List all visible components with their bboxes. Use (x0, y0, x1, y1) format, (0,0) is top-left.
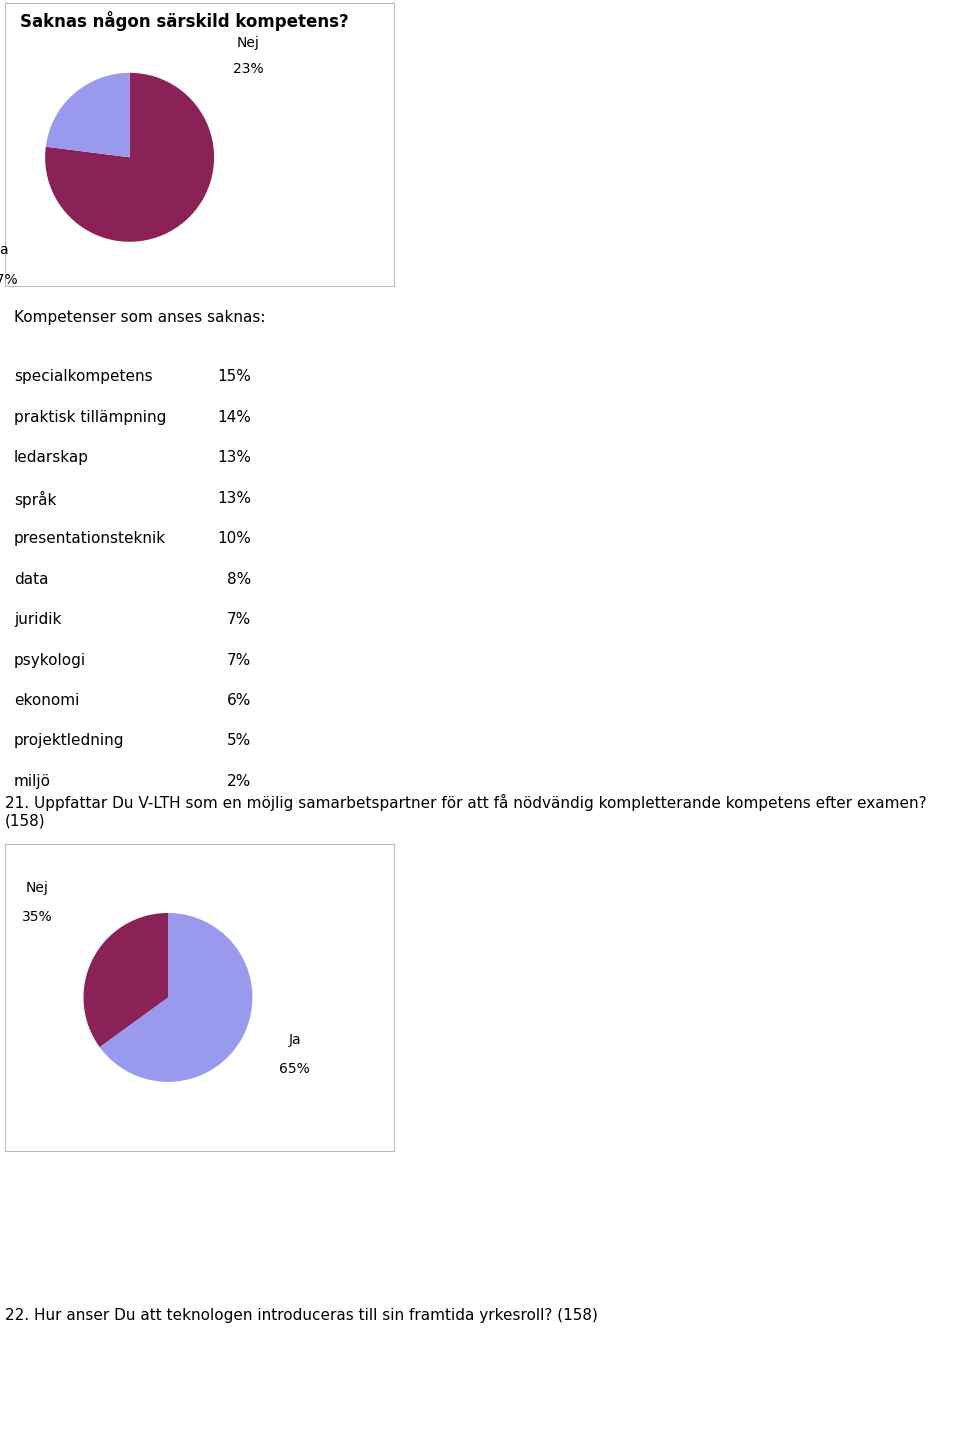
Text: språk: språk (13, 490, 57, 508)
Text: miljö: miljö (13, 774, 51, 789)
Text: 23%: 23% (232, 61, 263, 76)
Text: Nej: Nej (236, 36, 259, 50)
Text: 7%: 7% (227, 652, 252, 668)
Wedge shape (100, 912, 252, 1083)
Text: Ja: Ja (288, 1032, 301, 1047)
Text: 65%: 65% (279, 1062, 310, 1077)
Text: 6%: 6% (227, 694, 252, 708)
Text: 10%: 10% (217, 531, 252, 546)
Text: 15%: 15% (217, 369, 252, 385)
Text: 2%: 2% (227, 774, 252, 789)
Text: data: data (13, 572, 48, 586)
Text: specialkompetens: specialkompetens (13, 369, 153, 385)
Text: Ja: Ja (0, 243, 10, 257)
Text: 13%: 13% (217, 490, 252, 506)
Text: Nej: Nej (26, 881, 49, 895)
Text: 14%: 14% (217, 410, 252, 425)
Text: ekonomi: ekonomi (13, 694, 80, 708)
Wedge shape (46, 73, 130, 157)
Text: 22. Hur anser Du att teknologen introduceras till sin framtida yrkesroll? (158): 22. Hur anser Du att teknologen introduc… (5, 1308, 598, 1323)
Text: ledarskap: ledarskap (13, 450, 89, 465)
Text: Kompetenser som anses saknas:: Kompetenser som anses saknas: (13, 310, 265, 325)
Text: praktisk tillämpning: praktisk tillämpning (13, 410, 166, 425)
Text: presentationsteknik: presentationsteknik (13, 531, 166, 546)
Text: 13%: 13% (217, 450, 252, 465)
Text: 5%: 5% (227, 734, 252, 748)
Text: 77%: 77% (0, 273, 18, 287)
Text: 35%: 35% (22, 909, 53, 924)
Wedge shape (84, 912, 168, 1047)
Text: 8%: 8% (227, 572, 252, 586)
Wedge shape (45, 73, 214, 242)
Text: 21. Uppfattar Du V-LTH som en möjlig samarbetspartner för att få nödvändig kompl: 21. Uppfattar Du V-LTH som en möjlig sam… (5, 794, 926, 828)
Text: psykologi: psykologi (13, 652, 86, 668)
Text: juridik: juridik (13, 612, 61, 628)
Text: 7%: 7% (227, 612, 252, 628)
Text: projektledning: projektledning (13, 734, 125, 748)
Text: Saknas någon särskild kompetens?: Saknas någon särskild kompetens? (20, 11, 349, 31)
